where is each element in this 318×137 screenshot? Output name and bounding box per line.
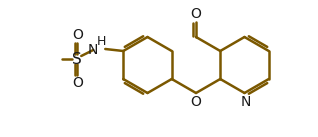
Text: O: O [72, 28, 83, 42]
Text: S: S [73, 52, 82, 66]
Text: H: H [97, 35, 106, 48]
Text: O: O [72, 76, 83, 90]
Text: O: O [190, 95, 201, 109]
Text: O: O [190, 7, 201, 21]
Text: N: N [88, 43, 98, 57]
Text: N: N [240, 95, 251, 109]
